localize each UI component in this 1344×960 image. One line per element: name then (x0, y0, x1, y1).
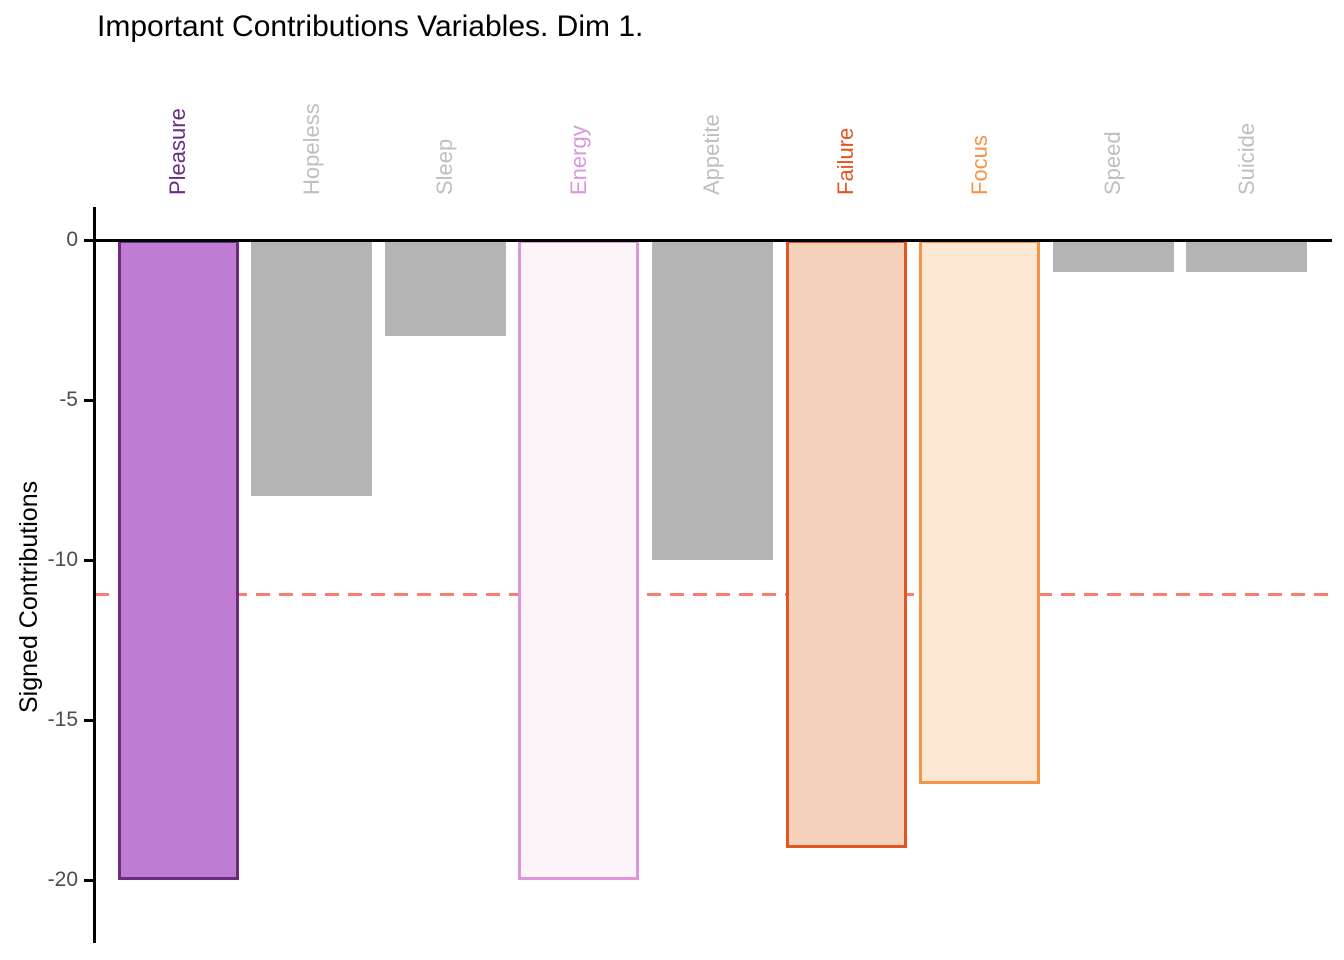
bar-speed (1052, 240, 1174, 272)
y-tick-label: -5 (59, 388, 78, 411)
category-label-hopeless: Hopeless (298, 103, 324, 195)
chart-title: Important Contributions Variables. Dim 1… (97, 10, 644, 43)
y-tick-mark (84, 879, 93, 882)
y-tick-label: -20 (47, 868, 78, 891)
y-tick-mark (84, 719, 93, 722)
category-label-sleep: Sleep (432, 138, 458, 195)
y-tick-label: -15 (47, 708, 78, 731)
bar-focus (919, 240, 1041, 784)
category-label-energy: Energy (565, 125, 591, 195)
category-label-pleasure: Pleasure (165, 108, 190, 195)
zero-baseline (95, 239, 1332, 242)
bar-energy (518, 240, 640, 880)
category-label-suicide: Suicide (1233, 122, 1259, 195)
y-tick-mark (84, 559, 93, 562)
y-tick-mark (84, 399, 93, 402)
y-tick-label: -10 (47, 548, 78, 571)
category-label-failure: Failure (833, 127, 858, 195)
bar-sleep (384, 240, 506, 336)
y-tick-mark (84, 239, 93, 242)
category-label-speed: Speed (1100, 131, 1126, 195)
y-axis-title: Signed Contributions (15, 480, 43, 713)
y-tick-label: 0 (66, 228, 78, 251)
category-label-focus: Focus (966, 135, 992, 195)
bar-pleasure (117, 240, 239, 880)
reference-dashed-line (95, 593, 1332, 597)
category-label-appetite: Appetite (699, 114, 725, 195)
bar-hopeless (251, 240, 373, 496)
bar-suicide (1186, 240, 1308, 272)
bar-failure (785, 240, 907, 848)
y-axis-line (93, 207, 96, 943)
bar-appetite (651, 240, 773, 560)
